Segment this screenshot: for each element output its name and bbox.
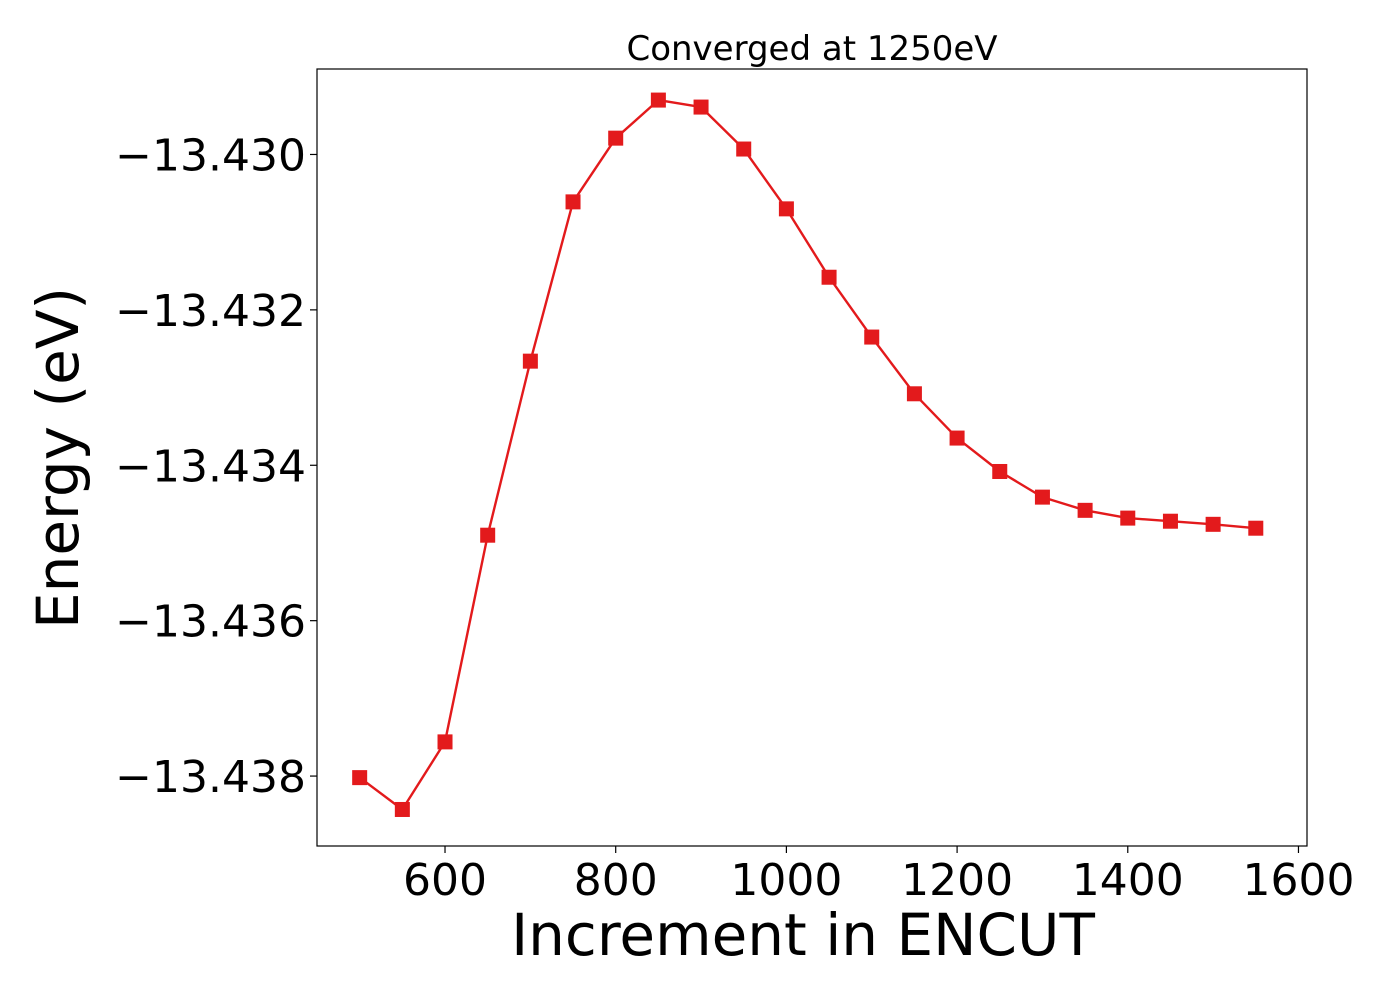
data-point-marker — [1120, 510, 1136, 526]
y-axis-ticks: −13.430 −13.432 −13.434 −13.436 −13.438 — [115, 130, 317, 803]
x-tick-label: 600 — [403, 855, 487, 906]
y-tick-label: −13.430 — [115, 130, 306, 181]
plot-area — [316, 68, 1308, 847]
data-point-marker — [522, 353, 538, 369]
data-point-marker — [906, 386, 922, 402]
data-point-marker — [1205, 516, 1221, 532]
series-layer — [352, 92, 1264, 817]
y-tick-label: −13.436 — [115, 597, 306, 648]
chart-title: Converged at 1250eV — [626, 29, 997, 69]
y-tick-label: −13.432 — [115, 286, 306, 337]
data-point-marker — [352, 770, 368, 786]
x-tick-label: 800 — [574, 855, 658, 906]
data-point-marker — [480, 527, 496, 543]
data-point-marker — [821, 269, 837, 285]
data-point-marker — [778, 201, 794, 217]
y-tick-label: −13.438 — [115, 752, 306, 803]
x-tick-label: 1600 — [1242, 855, 1354, 906]
x-tick-label: 1200 — [901, 855, 1013, 906]
series-line — [358, 98, 1256, 811]
data-point-marker — [693, 99, 709, 115]
data-point-marker — [1077, 502, 1093, 518]
data-point-marker — [394, 801, 410, 817]
data-point-marker — [949, 430, 965, 446]
data-point-marker — [650, 92, 666, 108]
y-axis-title: Energy (eV) — [24, 287, 92, 629]
y-tick-label: −13.434 — [115, 441, 306, 492]
data-point-marker — [1162, 513, 1178, 529]
data-point-marker — [864, 329, 880, 345]
data-point-marker — [992, 463, 1008, 479]
data-point-marker — [1248, 520, 1264, 536]
x-axis-title: Increment in ENCUT — [511, 901, 1095, 969]
data-point-marker — [608, 130, 624, 146]
data-point-marker — [736, 141, 752, 157]
x-axis-ticks: 600 800 1000 1200 1400 1600 — [403, 846, 1354, 906]
x-tick-label: 1000 — [730, 855, 842, 906]
data-point-marker — [565, 194, 581, 210]
data-point-marker — [437, 734, 453, 750]
data-point-marker — [1034, 489, 1050, 505]
x-tick-label: 1400 — [1072, 855, 1184, 906]
